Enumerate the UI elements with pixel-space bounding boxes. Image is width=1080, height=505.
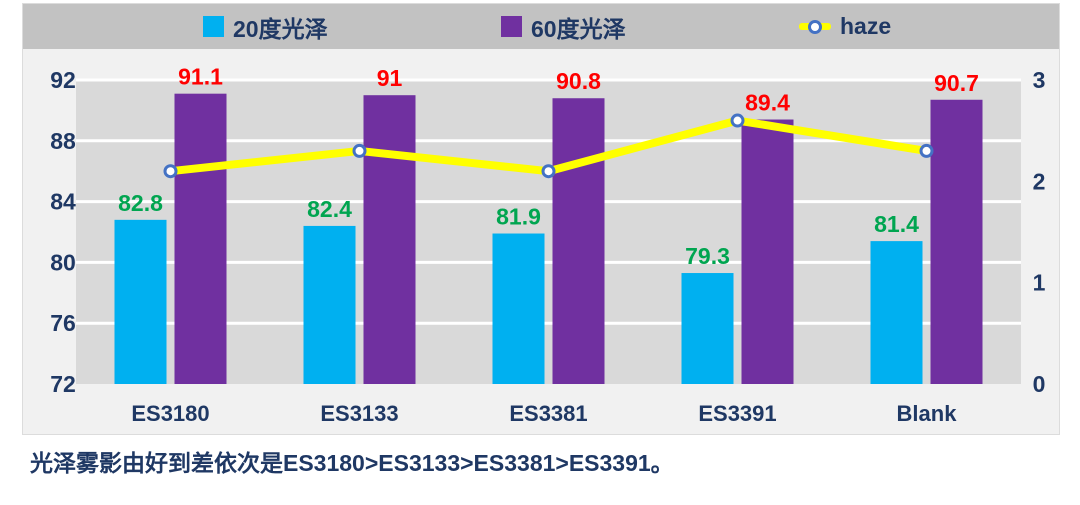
bar-gloss20 <box>303 225 356 384</box>
bar-label-gloss20: 82.4 <box>307 196 352 222</box>
gloss60-swatch-icon <box>501 16 522 37</box>
bar-label-gloss20: 82.8 <box>118 190 163 216</box>
category-label: ES3133 <box>320 401 398 426</box>
category-label: ES3180 <box>131 401 209 426</box>
haze-marker <box>730 113 745 128</box>
bar-gloss60 <box>741 119 794 385</box>
legend-label-haze: haze <box>840 13 892 39</box>
bar-gloss20 <box>492 233 545 384</box>
haze-icon-marker <box>808 20 822 34</box>
bar-gloss20 <box>114 219 167 384</box>
plot-area: 82.8 91.1 82.4 91 81.9 90.8 79.3 89.4 81.4 90.7 72… <box>50 64 1046 426</box>
bar-label-gloss20: 81.9 <box>496 204 541 230</box>
legend-item-gloss60: 60度光泽 <box>501 4 626 49</box>
bar-label-gloss60: 89.4 <box>745 90 790 116</box>
category-label: ES3391 <box>698 401 776 426</box>
right-axis-tick: 1 <box>1033 270 1046 296</box>
chart-container: 20度光泽 60度光泽 haze 82.8 91.1 82.4 91 81.9 90.8 7… <box>22 3 1060 435</box>
bar-gloss60 <box>363 95 416 384</box>
category-label: ES3381 <box>509 401 587 426</box>
bar-gloss20 <box>870 241 923 384</box>
legend-label-gloss20: 20度光泽 <box>233 15 328 42</box>
left-axis-tick: 92 <box>50 67 76 93</box>
caption-text: 光泽雾影由好到差依次是ES3180>ES3133>ES3381>ES3391。 <box>30 450 674 476</box>
haze-marker <box>541 164 556 179</box>
left-axis-tick: 80 <box>50 249 76 275</box>
bar-label-gloss60: 90.8 <box>556 68 601 94</box>
bar-gloss60 <box>174 93 227 385</box>
bar-gloss20 <box>681 273 734 384</box>
bar-label-gloss60: 90.7 <box>934 70 979 96</box>
left-axis-tick: 84 <box>50 189 76 215</box>
bar-label-gloss60: 91.1 <box>178 64 223 90</box>
legend-item-gloss20: 20度光泽 <box>203 4 328 49</box>
right-axis-tick: 3 <box>1033 67 1046 93</box>
bar-label-gloss60: 91 <box>377 65 403 91</box>
bar-label-gloss20: 79.3 <box>685 243 730 269</box>
haze-marker <box>163 164 178 179</box>
bar-gloss60 <box>930 99 983 384</box>
chart-legend: 20度光泽 60度光泽 haze <box>23 4 1059 49</box>
legend-item-haze: haze <box>799 4 891 49</box>
haze-marker <box>352 143 367 158</box>
plot-background <box>76 80 1021 384</box>
left-axis-tick: 88 <box>50 128 76 154</box>
right-axis-tick: 2 <box>1033 168 1046 194</box>
left-axis-tick: 72 <box>50 371 76 397</box>
left-axis-tick: 76 <box>50 310 76 336</box>
bar-gloss60 <box>552 98 605 385</box>
haze-marker <box>919 143 934 158</box>
gloss20-swatch-icon <box>203 16 224 37</box>
bar-label-gloss20: 81.4 <box>874 211 919 237</box>
legend-label-gloss60: 60度光泽 <box>531 15 626 42</box>
haze-line-marker-icon <box>799 20 831 34</box>
category-label: Blank <box>897 401 958 426</box>
right-axis-tick: 0 <box>1033 371 1046 397</box>
